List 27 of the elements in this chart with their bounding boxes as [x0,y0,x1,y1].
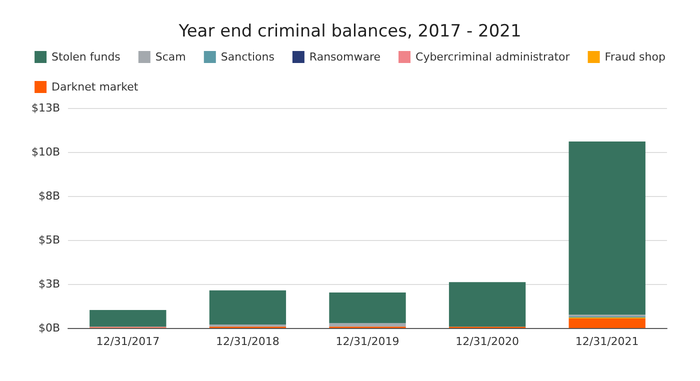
x-tick-label: 12/31/2017 [96,335,160,348]
bar [329,292,406,324]
bar [209,324,286,327]
y-tick-label: $13B [31,102,60,114]
bar [448,282,526,327]
legend-label: Fraud shop [604,50,666,64]
y-tick-label: $10B [31,146,60,158]
bar [329,323,406,327]
y-tick-label: $5B [38,234,60,246]
x-tick-label: 12/31/2020 [456,335,520,348]
x-tick-label: 12/31/2021 [575,335,639,348]
chart-title: Year end criminal balances, 2017 - 2021 [178,22,522,42]
y-tick-label: $3B [38,278,60,290]
legend-label: Darknet market [52,80,139,94]
bar [90,310,166,327]
legend-label: Cybercriminal administrator [416,50,570,64]
x-tick-label: 12/31/2019 [336,335,400,348]
legend-label: Scam [155,50,186,64]
bar [568,318,646,328]
bar [568,141,646,315]
legend-label: Sanctions [220,50,275,64]
legend-label: Ransomware [309,50,381,64]
legend-label: Stolen funds [52,50,121,64]
bar [209,290,286,324]
y-tick-label: $0B [38,322,60,334]
x-tick-label: 12/31/2018 [216,335,280,348]
y-tick-label: $8B [38,190,60,202]
